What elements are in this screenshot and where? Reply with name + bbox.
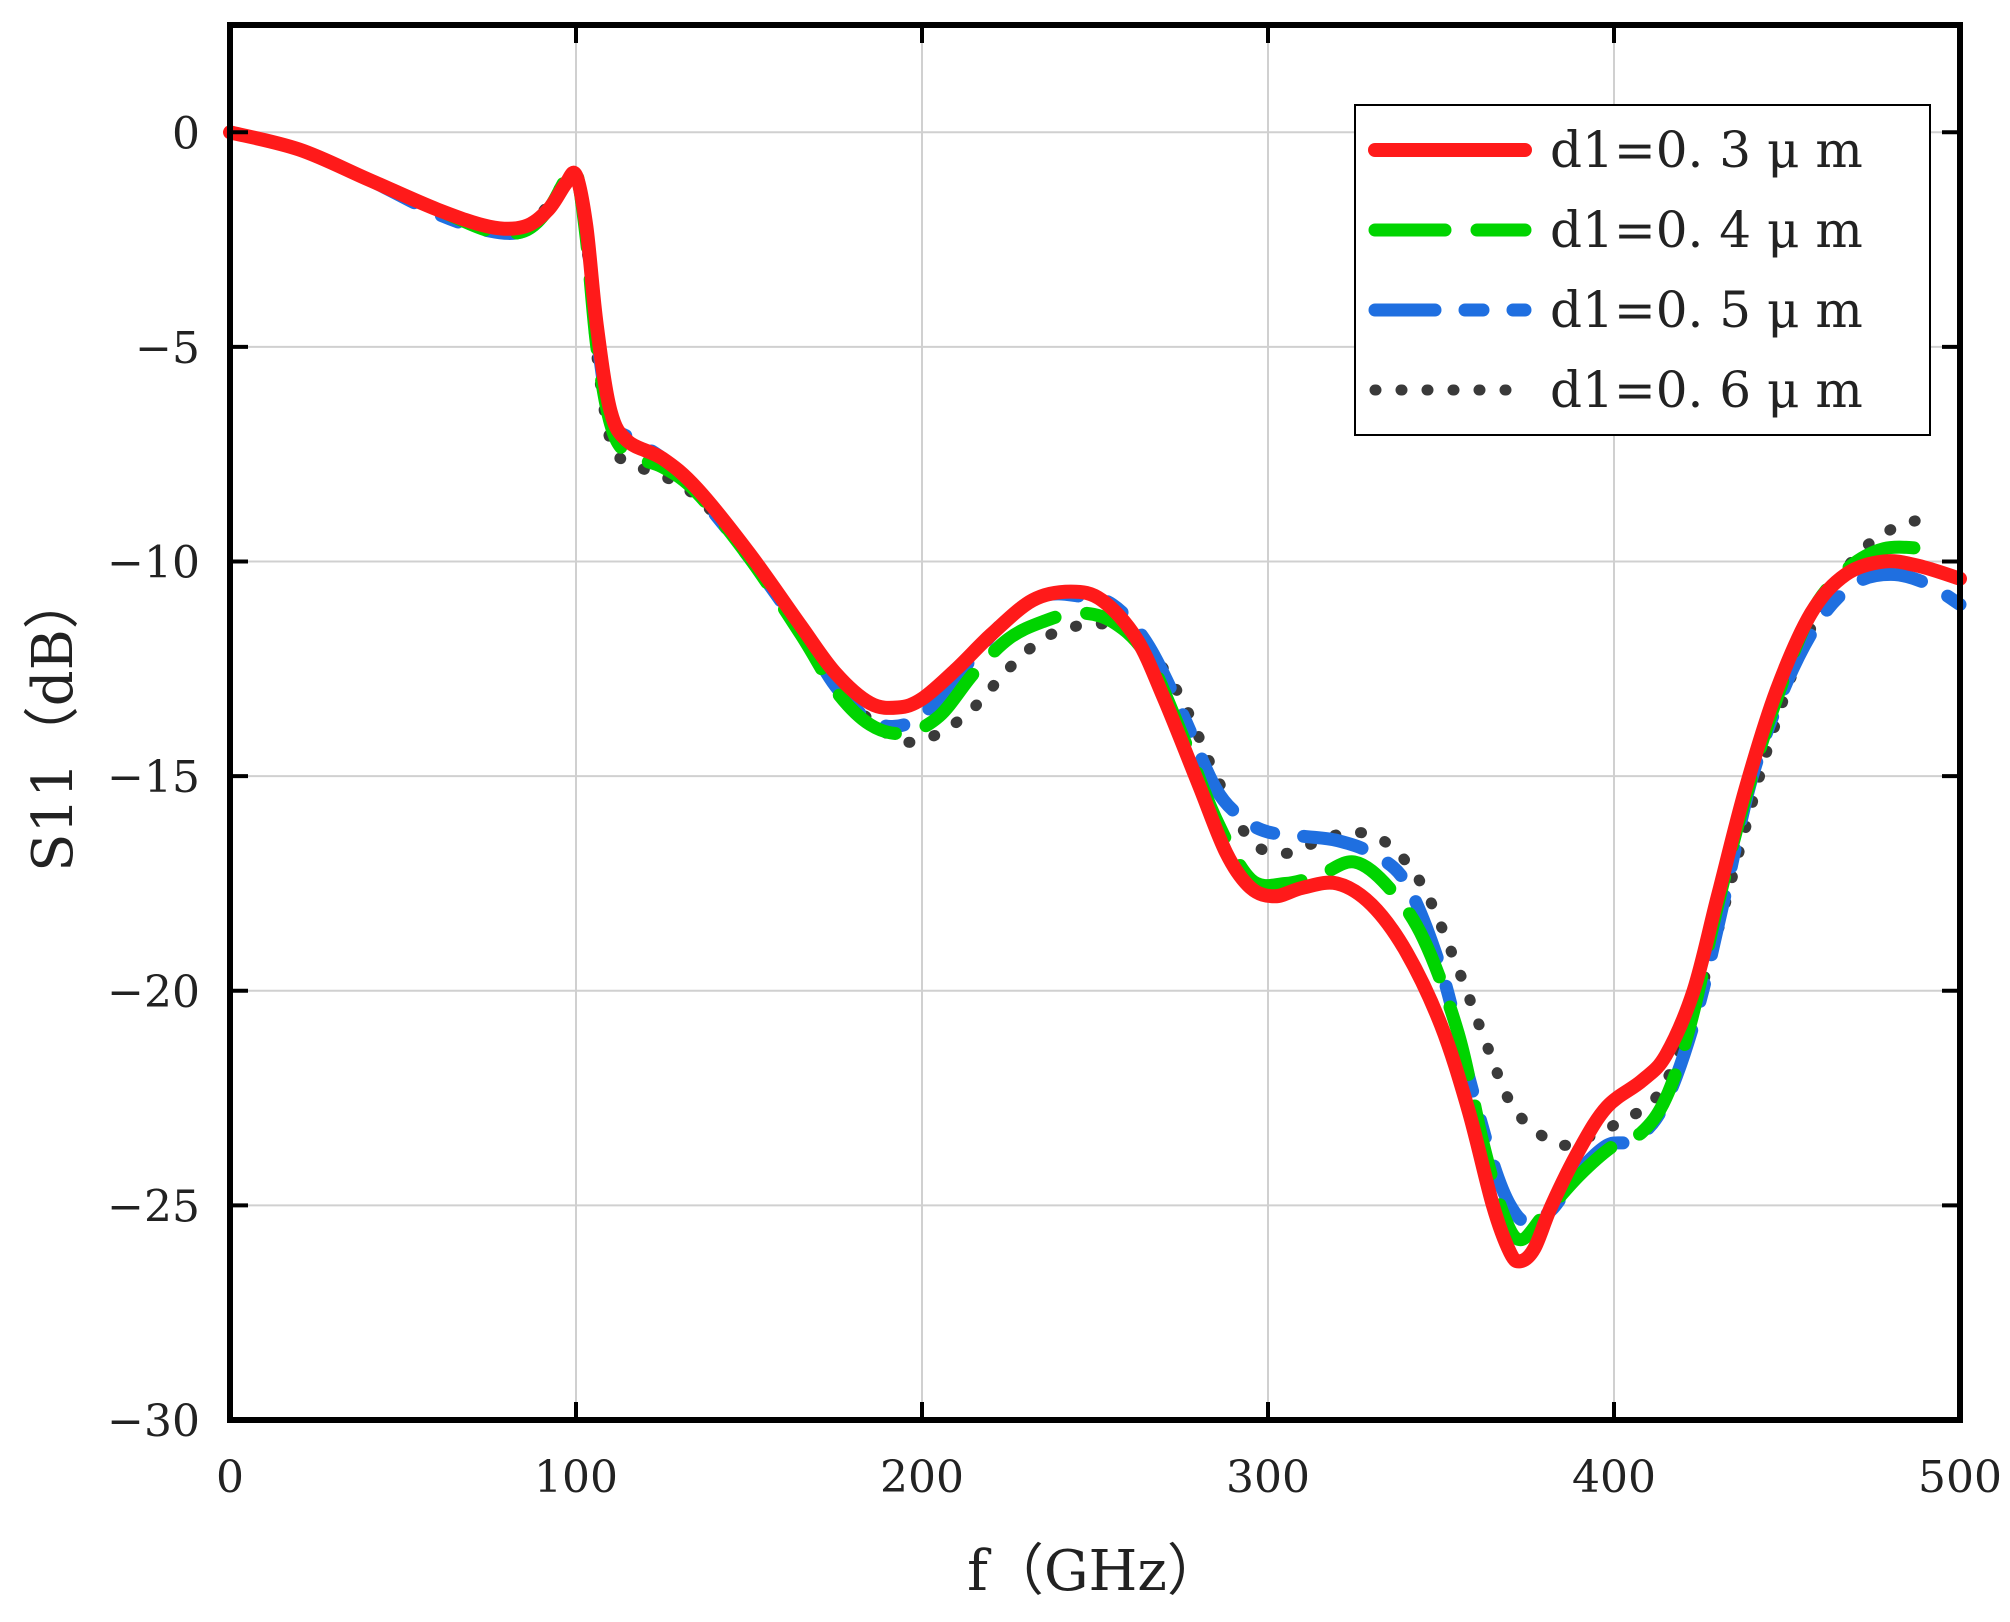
plot-frame bbox=[227, 22, 1963, 1423]
x-tick-label: 200 bbox=[880, 1452, 964, 1503]
x-tick-label: 400 bbox=[1572, 1452, 1656, 1503]
series-layer bbox=[223, 125, 1967, 1269]
y-tick-label: −30 bbox=[107, 1396, 200, 1447]
x-tick-label: 500 bbox=[1918, 1452, 2002, 1503]
tick-marks bbox=[228, 25, 1962, 1422]
legend-label-2: d1=0. 4 μ m bbox=[1550, 201, 1863, 259]
y-axis-label: S11（dB） bbox=[21, 573, 86, 872]
y-tick-label: −5 bbox=[135, 323, 200, 374]
legend-box bbox=[1354, 104, 1931, 436]
legend-label-1: d1=0. 3 μ m bbox=[1550, 121, 1863, 179]
y-tick-label: −20 bbox=[107, 967, 200, 1018]
y-tick-label: −10 bbox=[107, 538, 200, 589]
grid-lines bbox=[230, 25, 1960, 1420]
legend-label-4: d1=0. 6 μ m bbox=[1550, 361, 1863, 419]
series-line-1 bbox=[223, 125, 1967, 1269]
x-tick-label: 0 bbox=[216, 1452, 244, 1503]
legend: d1=0. 3 μ m d1=0. 4 μ m d1=0. 5 μ m d1=0. 6… bbox=[1354, 104, 1931, 436]
y-tick-label: 0 bbox=[172, 108, 200, 159]
x-tick-label: 300 bbox=[1226, 1452, 1310, 1503]
y-tick-label: −25 bbox=[107, 1181, 200, 1232]
x-tick-label: 100 bbox=[534, 1452, 618, 1503]
x-axis-label: f（GHz） bbox=[967, 1539, 1223, 1604]
y-tick-label: −15 bbox=[107, 752, 200, 803]
legend-label-3: d1=0. 5 μ m bbox=[1550, 281, 1863, 339]
tick-labels: 0 100 200 300 400 500 0 −5 −10 −15 −20 −25 −30 bbox=[107, 108, 2002, 1503]
